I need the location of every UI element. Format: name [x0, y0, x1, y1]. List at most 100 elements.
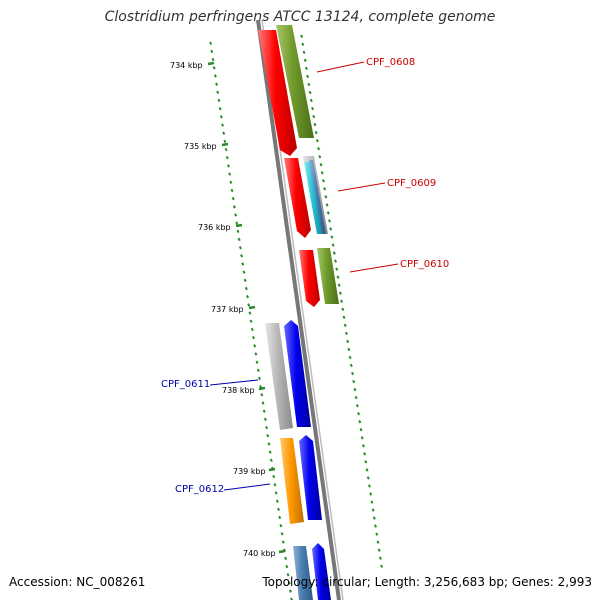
tick-mark [317, 146, 321, 151]
tick-mark [318, 155, 322, 159]
tick-mark [353, 387, 357, 392]
tick-mark [352, 379, 356, 384]
outer-tick-ring [300, 34, 384, 568]
tick-mark [303, 58, 307, 63]
gene-arrow[interactable] [299, 435, 322, 520]
tick-mark [340, 299, 344, 303]
accession-text: Accession: NC_008261 [9, 575, 146, 589]
tick-mark [344, 331, 348, 336]
tick-mark [325, 203, 329, 207]
tick-mark [369, 492, 373, 496]
tick-mark [315, 138, 319, 143]
tick-mark [225, 156, 229, 160]
tick-mark [355, 403, 359, 408]
gene-arrow[interactable] [312, 543, 331, 600]
tick-mark [351, 371, 355, 376]
tick-mark [301, 42, 305, 46]
gene-block[interactable] [293, 546, 313, 600]
gene-arrow[interactable] [258, 30, 297, 156]
tick-mark [343, 323, 347, 328]
tick-mark [222, 131, 226, 135]
tick-mark [349, 363, 353, 368]
tick-mark [278, 515, 282, 520]
tick-mark [361, 444, 365, 448]
tick-mark [363, 452, 367, 456]
tick-mark [247, 303, 251, 307]
gene-label-cpf-0610[interactable]: CPF_0610 [400, 259, 449, 270]
tick-mark [377, 548, 381, 552]
tick-mark [226, 164, 230, 168]
kbp-label-738: 738 kbp [222, 386, 255, 395]
tick-mark [307, 82, 311, 87]
tick-mark [286, 573, 290, 577]
tick-mark [223, 139, 227, 144]
tick-mark [341, 307, 345, 311]
tick-mark [253, 344, 257, 348]
gene-block[interactable] [309, 160, 326, 234]
gene-arrow[interactable] [284, 158, 311, 238]
tick-mark [261, 401, 265, 405]
tick-mark [275, 499, 279, 503]
tick-mark [378, 556, 382, 560]
gene-arrow[interactable] [299, 250, 320, 307]
tick-mark [326, 211, 330, 215]
tick-mark [273, 483, 277, 487]
tick-mark [248, 311, 252, 315]
tick-mark [376, 540, 380, 544]
tick-mark [210, 49, 214, 54]
gene-arrow[interactable] [284, 320, 311, 427]
tick-mark [284, 556, 288, 561]
tick-mark [337, 283, 341, 287]
tick-mark [327, 219, 331, 223]
tick-mark [309, 98, 313, 103]
kbp-label-734: 734 kbp [170, 61, 203, 70]
gene-label-cpf-0612[interactable]: CPF_0612 [175, 484, 224, 495]
tick-mark [234, 213, 238, 217]
tick-mark [262, 409, 266, 413]
tick-mark [306, 74, 310, 79]
tick-mark [300, 34, 304, 38]
tick-mark [329, 227, 333, 231]
tick-mark [365, 468, 369, 472]
gene-block[interactable] [265, 323, 293, 430]
tick-mark [347, 347, 351, 352]
tick-mark [209, 41, 213, 45]
gene-label-cpf-0609[interactable]: CPF_0609 [387, 178, 436, 189]
tick-mark [221, 123, 225, 127]
tick-mark [236, 229, 240, 233]
tick-mark [265, 425, 269, 430]
tick-mark [235, 221, 239, 225]
label-leaders [209, 61, 399, 491]
tick-mark [370, 500, 374, 504]
tick-mark [232, 205, 236, 209]
tick-mark [332, 251, 336, 255]
tick-mark [321, 179, 325, 183]
tick-mark [290, 597, 294, 600]
gene-label-cpf-0611[interactable]: CPF_0611 [161, 379, 210, 390]
tick-mark [330, 235, 334, 239]
tick-mark [251, 335, 255, 340]
tick-mark [311, 106, 315, 111]
tick-mark [242, 270, 246, 274]
tick-mark [256, 368, 260, 372]
tick-mark [320, 171, 324, 175]
tick-mark [215, 82, 219, 86]
tick-mark [285, 564, 289, 569]
tick-mark [324, 195, 328, 199]
tick-mark [334, 259, 338, 263]
gene-labels: CPF_0608 CPF_0609 CPF_0610 CPF_0611 CPF_… [161, 57, 449, 495]
gene-label-cpf-0608[interactable]: CPF_0608 [366, 57, 415, 68]
tick-mark [358, 420, 362, 424]
gene-block[interactable] [304, 162, 323, 234]
kbp-label-739: 739 kbp [233, 467, 266, 476]
tick-mark [287, 581, 291, 585]
tick-mark [380, 564, 384, 568]
tick-mark [250, 327, 254, 332]
gene-block[interactable] [280, 438, 304, 524]
tick-mark [268, 450, 272, 454]
gene-block[interactable] [276, 25, 314, 138]
tick-mark [279, 523, 283, 528]
gene-block[interactable] [317, 248, 339, 304]
kbp-label-736: 736 kbp [198, 223, 231, 232]
tick-mark [313, 122, 317, 127]
